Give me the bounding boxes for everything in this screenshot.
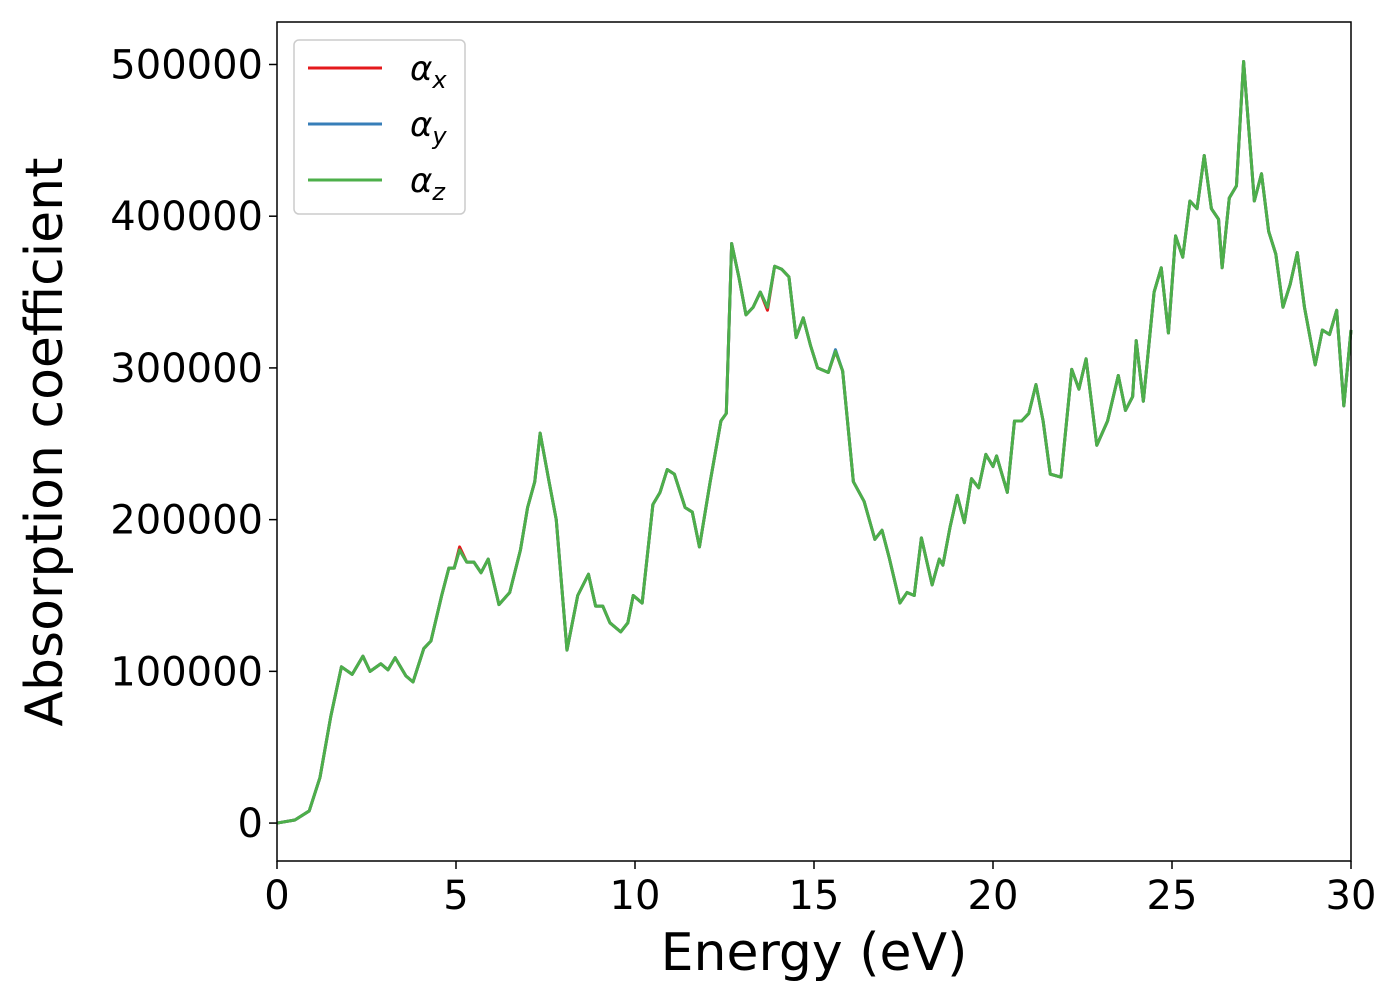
x-tick-label: 5 <box>443 873 468 919</box>
x-tick-label: 15 <box>789 873 840 919</box>
y-tick-label: 300000 <box>110 346 263 392</box>
series-line <box>276 59 1353 825</box>
y-tick-label: 400000 <box>110 194 263 240</box>
legend: αx αy αz <box>293 39 466 215</box>
x-tick-label: 25 <box>1147 873 1198 919</box>
x-tick-label: 20 <box>968 873 1019 919</box>
y-tick-label: 500000 <box>110 42 263 88</box>
y-tick-label: 100000 <box>110 649 263 695</box>
legend-label: αx <box>410 49 447 94</box>
y-tick-label: 200000 <box>110 498 263 544</box>
plot-frame <box>276 21 1352 862</box>
x-axis-label: Energy (eV) <box>661 923 968 983</box>
y-tick-label: 0 <box>238 801 263 847</box>
y-axis-label: Absorption coefficient <box>15 157 75 726</box>
legend-label: αz <box>410 161 446 206</box>
x-tick-label: 10 <box>610 873 661 919</box>
legend-box <box>293 39 466 215</box>
x-tick-label: 30 <box>1326 873 1377 919</box>
legend-label: αy <box>410 105 447 150</box>
x-tick-label: 0 <box>264 873 289 919</box>
